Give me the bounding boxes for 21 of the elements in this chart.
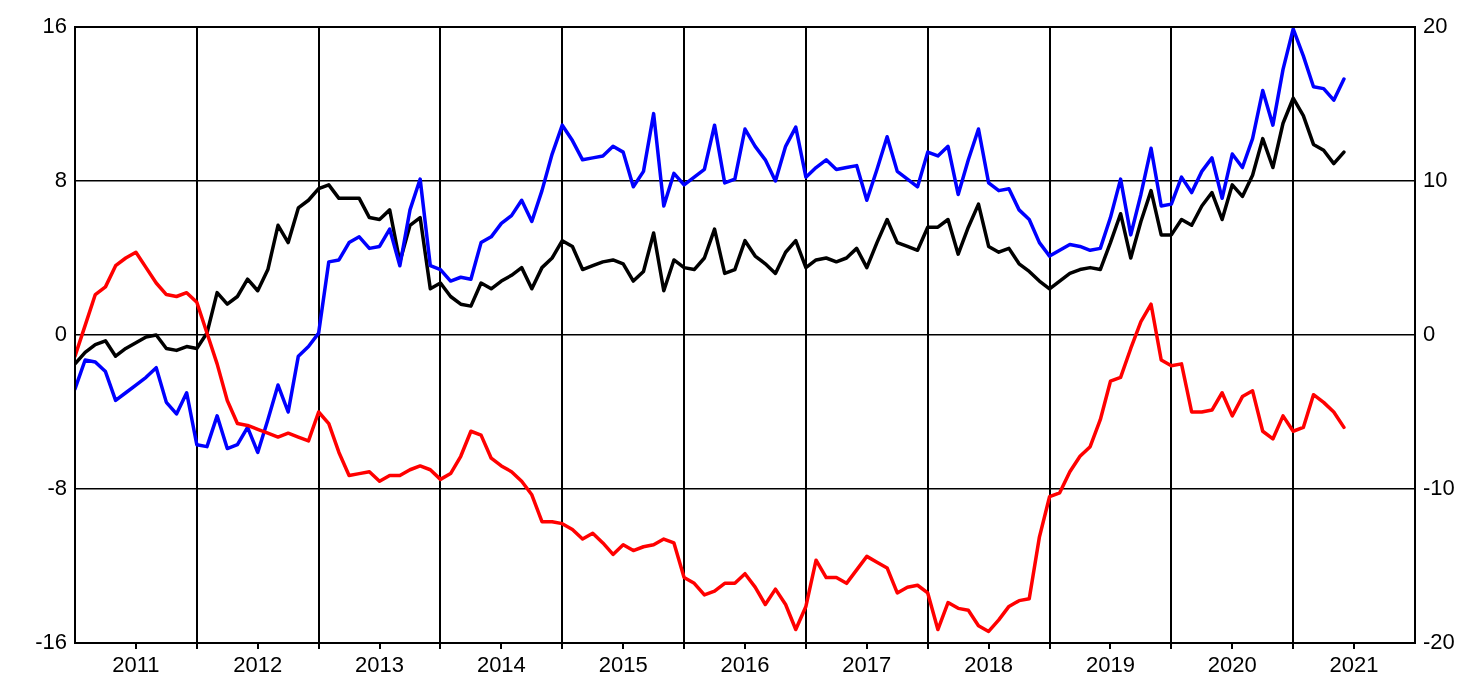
x-tick-label: 2015 xyxy=(598,652,648,678)
y-tick-label: 16 xyxy=(42,13,67,39)
x-tick-label: 2012 xyxy=(233,652,283,678)
x-tick-label: 2021 xyxy=(1329,652,1379,678)
y-tick-label: 8 xyxy=(54,167,67,193)
x-tick-label: 2018 xyxy=(964,652,1014,678)
y2-tick-label: 20 xyxy=(1423,13,1448,39)
y2-tick-label: 0 xyxy=(1423,321,1436,347)
y-tick-label: 0 xyxy=(54,321,67,347)
y2-tick-label: -10 xyxy=(1423,475,1455,501)
x-tick-label: 2011 xyxy=(112,652,160,678)
x-tick-label: 2014 xyxy=(476,652,526,678)
y-tick-label: -8 xyxy=(47,475,67,501)
x-tick-label: 2020 xyxy=(1207,652,1257,678)
y-tick-label: -16 xyxy=(35,629,67,655)
y2-tick-label: 10 xyxy=(1423,167,1448,193)
x-tick-label: 2017 xyxy=(842,652,892,678)
x-tick-label: 2013 xyxy=(355,652,405,678)
y2-tick-label: -20 xyxy=(1423,629,1455,655)
x-tick-label: 2016 xyxy=(720,652,770,678)
x-tick-label: 2019 xyxy=(1085,652,1135,678)
